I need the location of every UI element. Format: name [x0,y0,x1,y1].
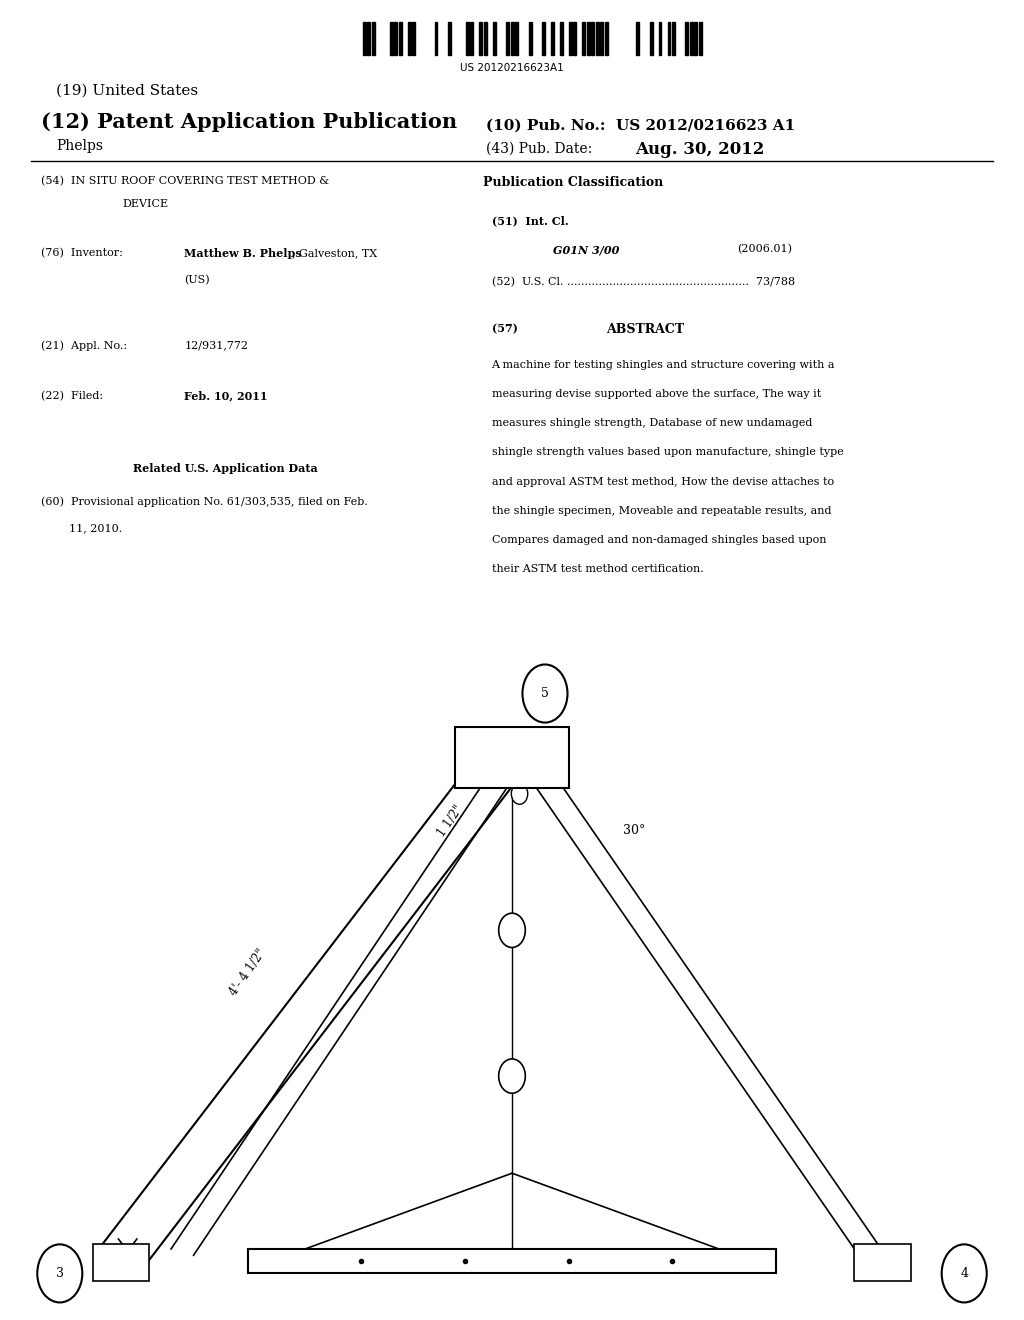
Text: 11, 2010.: 11, 2010. [41,523,122,533]
Bar [408,22,411,55]
Circle shape [942,1245,987,1303]
Bar [668,22,671,55]
Bar [372,22,375,55]
Bar [528,22,531,55]
Bar [573,22,577,55]
Bar [515,22,518,55]
Bar [466,22,469,55]
Bar [479,22,482,55]
Text: (22)  Filed:: (22) Filed: [41,391,103,401]
Bar [394,22,397,55]
Text: (76)  Inventor:: (76) Inventor: [41,248,123,259]
Bar [511,22,514,55]
Text: (43) Pub. Date:: (43) Pub. Date: [486,141,593,156]
Bar [658,22,662,55]
Bar [694,22,697,55]
Bar [456,727,568,788]
Bar [600,22,603,55]
Text: the shingle specimen, Moveable and repeatable results, and: the shingle specimen, Moveable and repea… [492,506,831,516]
Bar [583,22,586,55]
Text: their ASTM test method certification.: their ASTM test method certification. [492,564,703,574]
Bar [698,22,701,55]
Bar [560,22,563,55]
Bar [390,22,392,55]
Text: 12/931,772: 12/931,772 [184,341,249,351]
Text: Phelps: Phelps [56,139,103,153]
Text: (21)  Appl. No.:: (21) Appl. No.: [41,341,127,351]
Bar [672,22,675,55]
Text: ABSTRACT: ABSTRACT [606,323,684,337]
Text: (51)  Int. Cl.: (51) Int. Cl. [492,215,568,226]
Circle shape [499,1059,525,1093]
Bar [93,1243,150,1280]
Text: measures shingle strength, Database of new undamaged: measures shingle strength, Database of n… [492,418,812,429]
Text: and approval ASTM test method, How the devise attaches to: and approval ASTM test method, How the d… [492,477,834,487]
Bar [248,1249,776,1274]
Text: DEVICE: DEVICE [123,199,169,210]
Text: US 20120216623A1: US 20120216623A1 [460,63,564,74]
Bar [854,1243,910,1280]
Text: (52)  U.S. Cl. ....................................................  73/788: (52) U.S. Cl. ..........................… [492,277,795,288]
Bar [470,22,473,55]
Bar [362,22,366,55]
Text: Publication Classification: Publication Classification [483,176,664,189]
Bar [591,22,594,55]
Text: Feb. 10, 2011: Feb. 10, 2011 [184,391,268,401]
Text: Matthew B. Phelps: Matthew B. Phelps [184,248,302,259]
Bar [434,22,437,55]
Circle shape [499,913,525,948]
Bar [636,22,639,55]
Text: (2006.01): (2006.01) [737,244,793,255]
Text: G01N 3/00: G01N 3/00 [553,244,620,255]
Text: 1 1/2": 1 1/2" [435,803,466,840]
Text: (60)  Provisional application No. 61/303,535, filed on Feb.: (60) Provisional application No. 61/303,… [41,496,368,507]
Text: 4'- 4 1/2": 4'- 4 1/2" [227,946,269,999]
Text: 3: 3 [55,1267,63,1280]
Text: , Galveston, TX: , Galveston, TX [292,248,377,259]
Bar [542,22,545,55]
Text: measuring devise supported above the surface, The way it: measuring devise supported above the sur… [492,389,821,400]
Text: (12) Patent Application Publication: (12) Patent Application Publication [41,112,457,132]
Text: (10) Pub. No.:  US 2012/0216623 A1: (10) Pub. No.: US 2012/0216623 A1 [486,119,796,133]
Bar [398,22,401,55]
Text: 5: 5 [541,686,549,700]
Text: 4: 4 [961,1267,969,1280]
Bar [690,22,693,55]
Bar [449,22,451,55]
Circle shape [511,783,527,804]
Text: A machine for testing shingles and structure covering with a: A machine for testing shingles and struc… [492,360,835,371]
Bar [605,22,607,55]
Text: Aug. 30, 2012: Aug. 30, 2012 [635,141,764,158]
Bar [483,22,486,55]
Text: Compares damaged and non-damaged shingles based upon: Compares damaged and non-damaged shingle… [492,535,826,545]
Text: Related U.S. Application Data: Related U.S. Application Data [133,463,317,474]
Bar [587,22,590,55]
Bar [551,22,554,55]
Text: (54)  IN SITU ROOF COVERING TEST METHOD &: (54) IN SITU ROOF COVERING TEST METHOD & [41,176,329,186]
Text: (57): (57) [492,323,517,334]
Bar [506,22,509,55]
Bar [368,22,371,55]
Bar [493,22,496,55]
Text: shingle strength values based upon manufacture, shingle type: shingle strength values based upon manuf… [492,447,844,458]
Circle shape [522,664,567,722]
Bar [412,22,415,55]
Bar [649,22,652,55]
Bar [596,22,599,55]
Bar [569,22,571,55]
Bar [685,22,688,55]
Circle shape [37,1245,82,1303]
Text: 30°: 30° [624,824,646,837]
Text: (US): (US) [184,275,210,285]
Text: (19) United States: (19) United States [56,83,199,98]
